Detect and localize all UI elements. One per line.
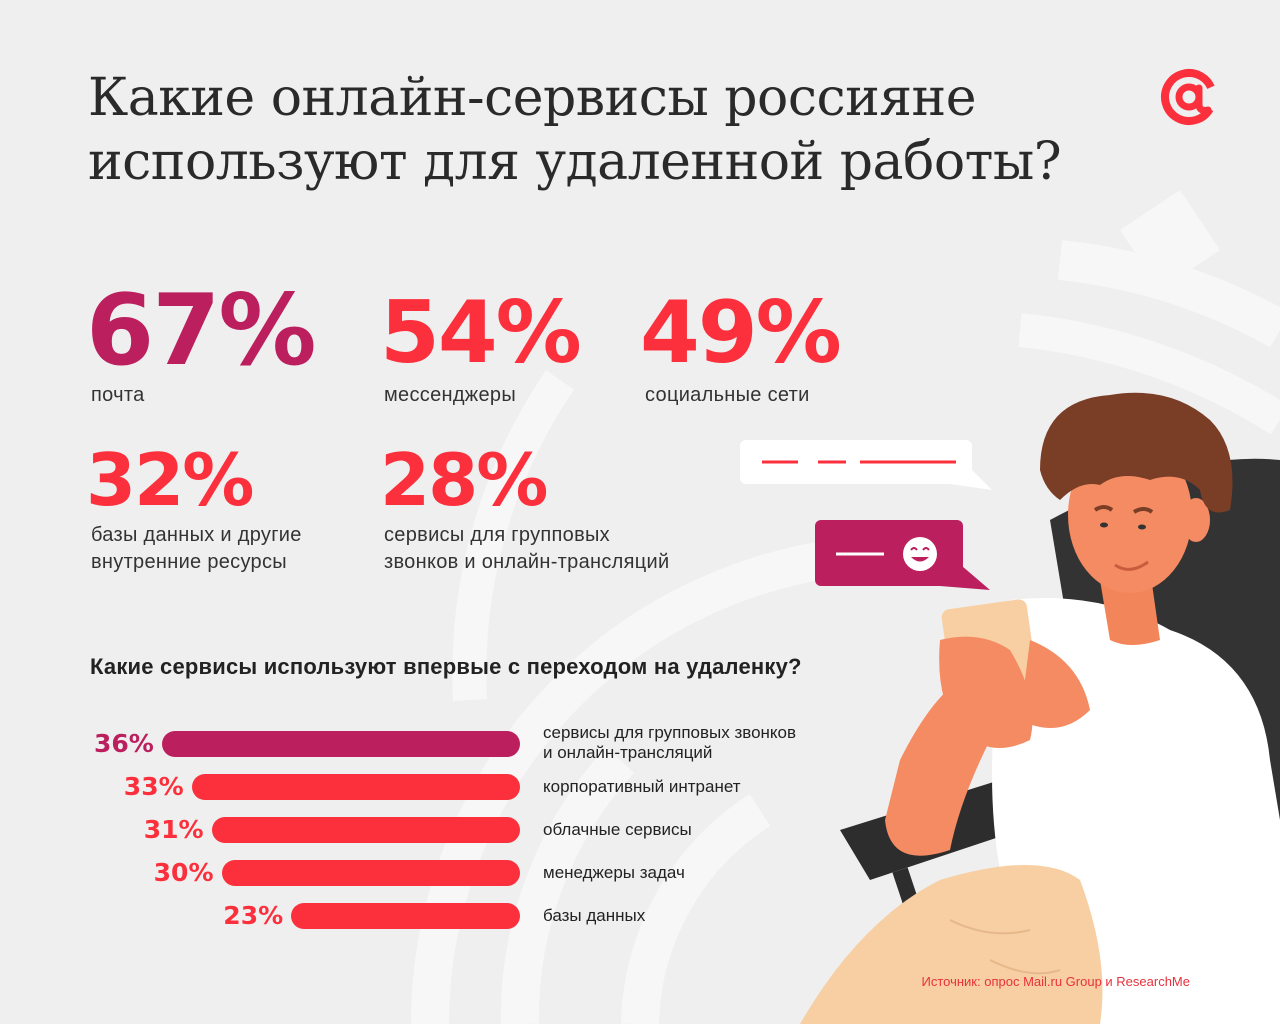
source-note: Источник: опрос Mail.ru Group и Research… [921, 974, 1191, 989]
bar-category-label-2: корпоративный интранет [543, 777, 741, 796]
smiley-face-icon [903, 537, 937, 571]
bar-2 [191, 774, 520, 800]
stat-calls-label: сервисы для групповых звонков и онлайн-т… [384, 524, 670, 573]
stat-databases-label: базы данных и другие внутренние ресурсы [91, 524, 302, 573]
chat-bubble-magenta [815, 520, 990, 590]
bar-value-label-1: 36% [93, 729, 154, 758]
bar-5 [291, 903, 520, 929]
bar-value-label-4: 30% [153, 858, 214, 887]
bar-category-label-5: базы данных [543, 906, 646, 925]
man-with-phone-illustration [740, 392, 1280, 1024]
bar-4 [221, 860, 520, 886]
stat-mail-label: почта [91, 384, 145, 406]
at-sign-logo-icon [1161, 69, 1217, 125]
stat-mail-value: 67% [86, 274, 317, 388]
bar-category-label-4: менеджеры задач [543, 863, 685, 882]
stat-social-label: социальные сети [645, 384, 810, 406]
stat-messengers-value: 54% [380, 283, 582, 383]
bar-value-label-5: 23% [223, 901, 284, 930]
bar-category-label-3: облачные сервисы [543, 820, 692, 839]
stat-messengers-label: мессенджеры [384, 384, 517, 406]
bar-category-label-1: сервисы для групповых звонков и онлайн-тр… [543, 723, 797, 762]
bar-3 [211, 817, 520, 843]
bar-1 [161, 731, 520, 757]
bar-value-label-2: 33% [123, 772, 184, 801]
stat-databases-value: 32% [86, 438, 254, 522]
chat-bubble-white [740, 440, 992, 490]
chart-title: Какие сервисы используют впервые с перех… [90, 654, 802, 679]
page-title: Какие онлайн-сервисы россияне используют… [88, 66, 1068, 194]
stat-social-value: 49% [640, 283, 842, 383]
title-line-2: используют для удаленной работы? [88, 132, 1062, 192]
bar-value-label-3: 31% [143, 815, 204, 844]
stat-calls-value: 28% [380, 438, 548, 522]
title-line-1: Какие онлайн-сервисы россияне [88, 68, 976, 128]
